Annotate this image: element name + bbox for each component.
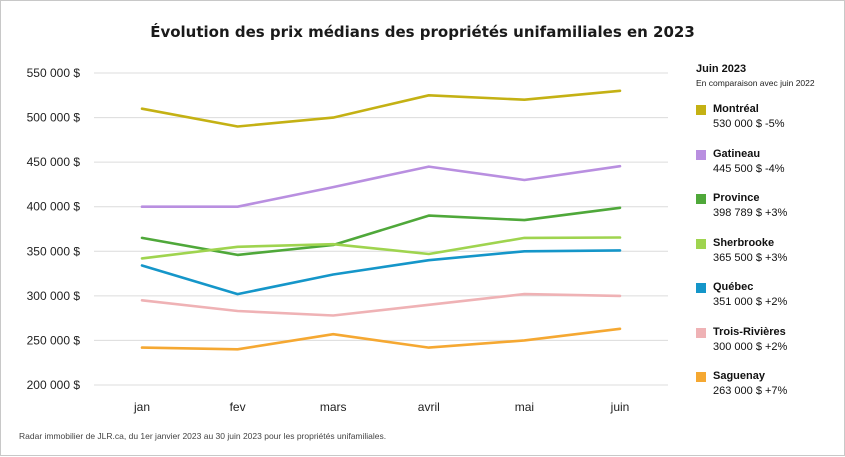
chart-title: Évolution des prix médians des propriété… <box>150 23 695 41</box>
legend-series-value: 445 500 $ -4% <box>713 162 785 175</box>
x-axis-ticks: jan fev mars avril mai juin <box>133 400 629 414</box>
legend-swatch <box>696 105 706 115</box>
x-tick-label: juin <box>610 400 630 414</box>
y-tick-label: 500 000 $ <box>27 111 81 125</box>
legend-swatch <box>696 372 706 382</box>
x-tick-label: mai <box>515 400 534 414</box>
legend-series-value: 263 000 $ +7% <box>713 385 788 397</box>
legend-series-value: 351 000 $ +2% <box>713 296 788 308</box>
legend-swatch <box>696 149 706 160</box>
series-line-trois-rivi-res <box>140 292 622 317</box>
legend-series-name: Saguenay <box>713 370 765 382</box>
series-line-province <box>140 206 622 257</box>
legend-series-value: 365 500 $ +3% <box>713 251 788 264</box>
y-tick-label: 250 000 $ <box>27 333 81 347</box>
series-line-qu-bec <box>140 249 622 296</box>
legend-series-name: Trois-Rivières <box>713 325 786 338</box>
x-tick-label: jan <box>133 400 150 414</box>
legend-series-value: 300 000 $ +2% <box>713 340 788 353</box>
series-lines <box>140 89 622 351</box>
gridlines <box>94 72 668 386</box>
source-note: Radar immobilier de JLR.ca, du 1er janvi… <box>19 431 387 441</box>
legend-subtitle: En comparaison avec juin 2022 <box>696 78 815 88</box>
legend-series-name: Sherbrooke <box>713 236 775 249</box>
y-tick-label: 200 000 $ <box>27 378 81 392</box>
legend-series-value: 530 000 $ -5% <box>713 118 785 130</box>
legend-series-name: Gatineau <box>713 147 761 160</box>
x-tick-label: avril <box>418 400 440 414</box>
y-tick-label: 350 000 $ <box>27 244 81 258</box>
legend-swatch <box>696 194 706 204</box>
x-tick-label: mars <box>320 400 347 414</box>
series-line-saguenay <box>140 327 622 351</box>
legend-swatch <box>696 238 706 249</box>
legend-series-name: Montréal <box>713 103 759 115</box>
y-tick-label: 300 000 $ <box>27 289 81 303</box>
series-line-gatineau <box>140 164 622 208</box>
legend-swatch <box>696 283 706 293</box>
x-tick-label: fev <box>230 400 246 414</box>
legend-title: Juin 2023 <box>696 63 747 75</box>
legend-series-name: Québec <box>713 281 754 293</box>
series-line-sherbrooke <box>140 236 622 260</box>
y-axis-ticks: 550 000 $ 500 000 $ 450 000 $ 400 000 $ 350 … <box>27 66 81 392</box>
y-tick-label: 450 000 $ <box>27 155 81 169</box>
legend-series-value: 398 789 $ +3% <box>713 207 788 219</box>
y-tick-label: 400 000 $ <box>27 200 81 214</box>
y-tick-label: 550 000 $ <box>27 66 81 80</box>
series-line-montr-al <box>140 89 622 128</box>
legend-series-name: Province <box>713 192 760 204</box>
legend-swatch <box>696 327 706 338</box>
